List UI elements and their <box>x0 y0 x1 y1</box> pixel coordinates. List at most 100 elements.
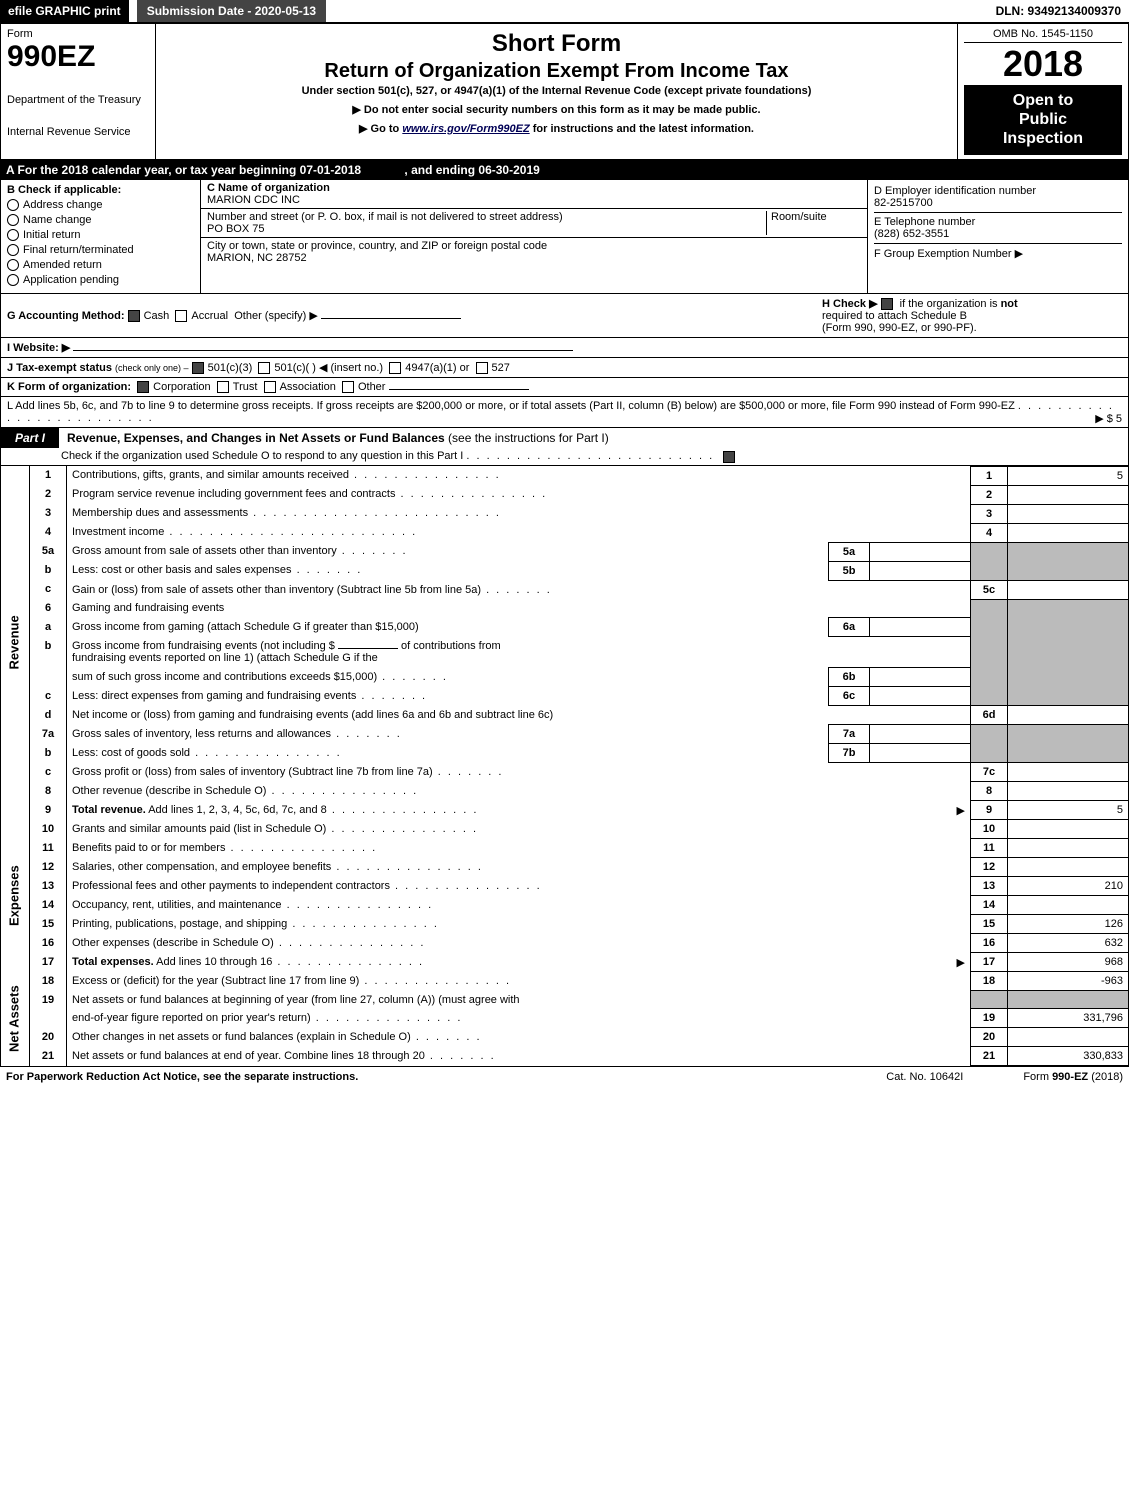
i7c: 7c <box>971 763 1008 782</box>
chk-schedule-o[interactable] <box>717 450 735 462</box>
l7a-text: Gross sales of inventory, less returns a… <box>72 728 402 740</box>
h-not: not <box>1001 298 1018 310</box>
i9: 9 <box>971 801 1008 820</box>
short-form-title: Short Form <box>164 30 949 58</box>
l6b1-text: Gross income from fundraising events (no… <box>72 640 335 652</box>
ln-6c: c <box>30 687 67 706</box>
part-i-badge: Part I <box>1 428 59 448</box>
l9b-text: Add lines 1, 2, 3, 4, 5c, 6d, 7c, and 8 <box>148 804 478 816</box>
period-end: , and ending 06-30-2019 <box>404 163 539 177</box>
v4 <box>1008 523 1129 542</box>
ln-10: 10 <box>30 820 67 839</box>
v8 <box>1008 782 1129 801</box>
v7b <box>870 744 971 763</box>
paperwork-notice: For Paperwork Reduction Act Notice, see … <box>6 1071 886 1083</box>
chk-final-return[interactable]: Final return/terminated <box>7 244 194 256</box>
chk-527[interactable]: 527 <box>476 362 510 374</box>
l15-text: Printing, publications, postage, and shi… <box>72 918 439 930</box>
v17: 968 <box>1008 953 1129 972</box>
addr-label: Number and street (or P. O. box, if mail… <box>207 211 563 223</box>
l-text: L Add lines 5b, 6c, and 7b to line 9 to … <box>7 400 1015 412</box>
chk-association[interactable]: Association <box>264 381 336 393</box>
k-label: K Form of organization: <box>7 381 131 393</box>
v14 <box>1008 896 1129 915</box>
l5c-text: Gain or (loss) from sale of assets other… <box>72 584 552 596</box>
v1: 5 <box>1008 466 1129 485</box>
chk-address-change[interactable]: Address change <box>7 199 194 211</box>
v6d <box>1008 706 1129 725</box>
l6-text: Gaming and fundraising events <box>72 602 224 614</box>
ln-6d: d <box>30 706 67 725</box>
v10 <box>1008 820 1129 839</box>
part-i-sub: Check if the organization used Schedule … <box>0 448 1129 465</box>
return-title: Return of Organization Exempt From Incom… <box>164 60 949 83</box>
v3 <box>1008 504 1129 523</box>
l21-text: Net assets or fund balances at end of ye… <box>72 1050 496 1062</box>
chk-cash[interactable]: Cash <box>128 310 170 322</box>
ln-3: 3 <box>30 504 67 523</box>
i4: 4 <box>971 523 1008 542</box>
j-small: (check only one) ‒ <box>115 363 189 373</box>
row-k: K Form of organization: Corporation Trus… <box>0 378 1129 397</box>
v11 <box>1008 839 1129 858</box>
irs-link[interactable]: www.irs.gov/Form990EZ <box>402 123 529 135</box>
v6c <box>870 687 971 706</box>
i12: 12 <box>971 858 1008 877</box>
efile-print-button[interactable]: efile GRAPHIC print <box>0 0 129 22</box>
l6d-text: Net income or (loss) from gaming and fun… <box>72 709 553 721</box>
part-i-note: (see the instructions for Part I) <box>448 431 609 445</box>
c-name-label: C Name of organization <box>207 182 330 194</box>
chk-accrual[interactable]: Accrual <box>175 310 228 322</box>
l19b-text: end-of-year figure reported on prior yea… <box>72 1012 462 1024</box>
chk-initial-return[interactable]: Initial return <box>7 229 194 241</box>
i19: 19 <box>971 1009 1008 1028</box>
l3-text: Membership dues and assessments <box>72 507 501 519</box>
l13-text: Professional fees and other payments to … <box>72 880 542 892</box>
chk-application-pending[interactable]: Application pending <box>7 274 194 286</box>
cat-no: Cat. No. 10642I <box>886 1071 963 1083</box>
page-footer: For Paperwork Reduction Act Notice, see … <box>0 1066 1129 1087</box>
chk-h[interactable] <box>881 298 897 310</box>
v12 <box>1008 858 1129 877</box>
e-phone-label: E Telephone number <box>874 216 975 228</box>
dept-treasury: Department of the Treasury <box>7 94 149 106</box>
v19: 331,796 <box>1008 1009 1129 1028</box>
l11-text: Benefits paid to or for members <box>72 842 377 854</box>
l6a-text: Gross income from gaming (attach Schedul… <box>72 621 419 633</box>
chk-4947[interactable]: 4947(a)(1) or <box>389 362 469 374</box>
open-to: Open to <box>966 91 1120 110</box>
side-expenses: Expenses <box>1 820 30 972</box>
header-right: OMB No. 1545-1150 2018 Open to Public In… <box>958 24 1128 159</box>
l12-text: Salaries, other compensation, and employ… <box>72 861 483 873</box>
h-text2: required to attach Schedule B <box>822 310 967 322</box>
period-begin: A For the 2018 calendar year, or tax yea… <box>6 163 361 177</box>
org-name: MARION CDC INC <box>207 194 300 206</box>
ln-7c: c <box>30 763 67 782</box>
l4-text: Investment income <box>72 526 417 538</box>
i3: 3 <box>971 504 1008 523</box>
l6b2-text: of contributions from <box>401 640 501 652</box>
l7c-text: Gross profit or (loss) from sales of inv… <box>72 766 503 778</box>
chk-other-org[interactable]: Other <box>342 381 386 393</box>
row-j: J Tax-exempt status (check only one) ‒ 5… <box>0 358 1129 378</box>
chk-trust[interactable]: Trust <box>217 381 258 393</box>
chk-name-change[interactable]: Name change <box>7 214 194 226</box>
chk-501c[interactable]: 501(c)( ) ◀ (insert no.) <box>258 362 383 374</box>
i18: 18 <box>971 972 1008 991</box>
chk-501c3[interactable]: 501(c)(3) <box>192 362 253 374</box>
ln-8: 8 <box>30 782 67 801</box>
ln-17: 17 <box>30 953 67 972</box>
chk-corporation[interactable]: Corporation <box>137 381 210 393</box>
dln-label: DLN: 93492134009370 <box>996 4 1129 18</box>
v21: 330,833 <box>1008 1047 1129 1066</box>
ln-4: 4 <box>30 523 67 542</box>
i11: 11 <box>971 839 1008 858</box>
v5c <box>1008 580 1129 599</box>
chk-amended-return[interactable]: Amended return <box>7 259 194 271</box>
i21: 21 <box>971 1047 1008 1066</box>
part-i-header: Part I Revenue, Expenses, and Changes in… <box>0 428 1129 448</box>
i14: 14 <box>971 896 1008 915</box>
ssn-warning: ▶ Do not enter social security numbers o… <box>164 103 949 116</box>
i5a: 5a <box>829 542 870 561</box>
v6a <box>870 618 971 637</box>
